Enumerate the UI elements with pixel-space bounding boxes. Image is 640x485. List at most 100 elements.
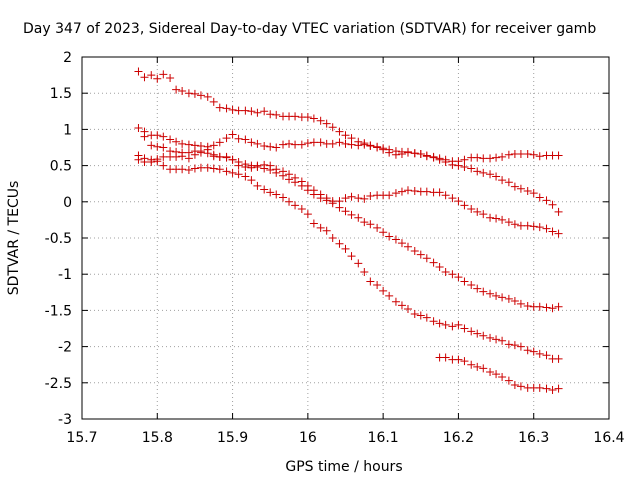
data-point bbox=[554, 151, 563, 160]
data-point bbox=[516, 342, 525, 351]
data-point bbox=[178, 165, 187, 174]
data-point bbox=[347, 140, 356, 149]
satellite-trace-1 bbox=[134, 67, 563, 216]
data-point bbox=[209, 97, 218, 106]
data-point bbox=[147, 157, 156, 166]
data-point bbox=[479, 331, 488, 340]
data-point bbox=[510, 220, 519, 229]
data-point bbox=[366, 192, 375, 201]
data-point bbox=[422, 313, 431, 322]
data-point bbox=[410, 149, 419, 158]
data-point bbox=[260, 185, 269, 194]
data-point bbox=[241, 163, 250, 172]
data-point bbox=[486, 213, 495, 222]
data-point bbox=[473, 207, 482, 216]
data-point bbox=[498, 336, 507, 345]
data-point bbox=[385, 145, 394, 154]
data-point bbox=[279, 140, 288, 149]
data-point bbox=[535, 152, 544, 161]
data-point bbox=[297, 177, 306, 186]
y-tick-label: 0.5 bbox=[50, 159, 72, 175]
data-point bbox=[209, 164, 218, 173]
data-point bbox=[504, 340, 513, 349]
data-point bbox=[316, 223, 325, 232]
data-point bbox=[535, 383, 544, 392]
data-point bbox=[241, 172, 250, 181]
data-point bbox=[504, 218, 513, 227]
data-point bbox=[410, 186, 419, 195]
data-point bbox=[397, 301, 406, 310]
x-axis-label: GPS time / hours bbox=[285, 459, 402, 475]
data-point bbox=[159, 70, 168, 79]
data-point bbox=[285, 139, 294, 148]
plot-frame bbox=[81, 56, 610, 420]
data-point bbox=[347, 192, 356, 201]
data-point bbox=[441, 191, 450, 200]
data-point bbox=[435, 154, 444, 163]
data-point bbox=[172, 85, 181, 94]
data-point bbox=[166, 135, 175, 144]
data-point bbox=[222, 104, 231, 113]
data-point bbox=[316, 190, 325, 199]
data-point bbox=[486, 289, 495, 298]
data-point bbox=[354, 259, 363, 268]
data-point bbox=[429, 317, 438, 326]
data-point bbox=[272, 143, 281, 152]
data-point bbox=[190, 150, 199, 159]
data-point bbox=[253, 161, 262, 170]
data-point bbox=[542, 303, 551, 312]
data-point bbox=[486, 333, 495, 342]
data-point bbox=[516, 221, 525, 230]
data-point bbox=[272, 190, 281, 199]
data-point bbox=[260, 142, 269, 151]
data-point bbox=[309, 114, 318, 123]
data-point bbox=[486, 170, 495, 179]
data-point bbox=[467, 281, 476, 290]
data-point bbox=[335, 239, 344, 248]
grid-lines bbox=[82, 57, 609, 419]
data-point bbox=[366, 220, 375, 229]
data-point bbox=[222, 134, 231, 143]
data-point bbox=[140, 157, 149, 166]
data-point bbox=[134, 155, 143, 164]
data-point bbox=[422, 151, 431, 160]
data-point bbox=[454, 197, 463, 206]
data-point bbox=[441, 353, 450, 362]
data-point bbox=[416, 150, 425, 159]
data-point bbox=[542, 384, 551, 393]
data-point bbox=[479, 154, 488, 163]
data-point bbox=[309, 219, 318, 228]
data-point bbox=[316, 116, 325, 125]
data-point bbox=[403, 186, 412, 195]
data-point bbox=[410, 247, 419, 256]
data-point bbox=[429, 152, 438, 161]
data-point bbox=[328, 234, 337, 242]
data-point bbox=[303, 139, 312, 148]
data-point bbox=[467, 327, 476, 336]
data-point bbox=[516, 184, 525, 193]
data-point bbox=[303, 210, 312, 219]
data-point bbox=[460, 324, 469, 333]
data-point bbox=[504, 150, 513, 159]
data-point bbox=[234, 134, 243, 143]
data-point bbox=[341, 131, 350, 140]
data-point bbox=[554, 207, 563, 216]
data-point bbox=[247, 107, 256, 116]
data-point bbox=[178, 139, 187, 148]
data-point bbox=[479, 210, 488, 219]
data-point bbox=[159, 161, 168, 170]
data-point bbox=[379, 286, 388, 295]
data-point bbox=[134, 123, 143, 132]
data-point bbox=[548, 304, 557, 313]
y-tick-label: -1 bbox=[58, 267, 72, 283]
data-point bbox=[178, 87, 187, 96]
x-tick-label: 16.2 bbox=[443, 430, 474, 446]
data-point bbox=[460, 201, 469, 210]
data-point bbox=[379, 144, 388, 153]
data-point bbox=[322, 194, 331, 203]
data-point bbox=[391, 147, 400, 156]
data-point bbox=[454, 355, 463, 364]
satellite-trace-6 bbox=[435, 353, 563, 395]
data-point bbox=[397, 239, 406, 248]
